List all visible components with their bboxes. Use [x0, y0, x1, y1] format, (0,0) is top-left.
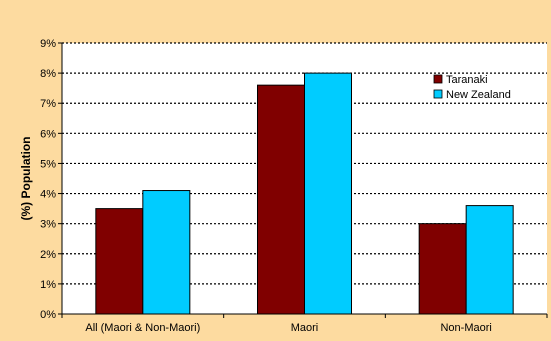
- y-tick-label: 2%: [40, 249, 56, 261]
- y-tick-label: 9%: [40, 38, 56, 50]
- y-axis-title: (%) Population: [19, 137, 33, 221]
- y-tick-label: 7%: [40, 98, 56, 110]
- x-tick-label: Maori: [291, 322, 319, 334]
- y-tick-label: 8%: [40, 68, 56, 80]
- y-tick-label: 6%: [40, 128, 56, 140]
- y-tick-label: 5%: [40, 158, 56, 170]
- y-tick-label: 4%: [40, 189, 56, 201]
- legend-label: Taranaki: [446, 74, 488, 86]
- x-tick-label: All (Maori & Non-Maori): [85, 322, 200, 334]
- y-tick-label: 0%: [40, 309, 56, 321]
- bar-new-zealand: [465, 205, 514, 315]
- legend-swatch: [433, 89, 443, 99]
- bar-taranaki: [257, 84, 305, 315]
- legend-swatch: [433, 74, 443, 84]
- y-tick-label: 1%: [40, 279, 56, 291]
- legend-label: New Zealand: [446, 89, 511, 101]
- x-tick-label: Non-Maori: [440, 322, 491, 334]
- y-tick-label: 3%: [40, 219, 56, 231]
- bar-taranaki: [95, 208, 144, 315]
- bar-new-zealand: [304, 72, 352, 315]
- bar-taranaki: [418, 223, 467, 315]
- bar-new-zealand: [142, 190, 191, 315]
